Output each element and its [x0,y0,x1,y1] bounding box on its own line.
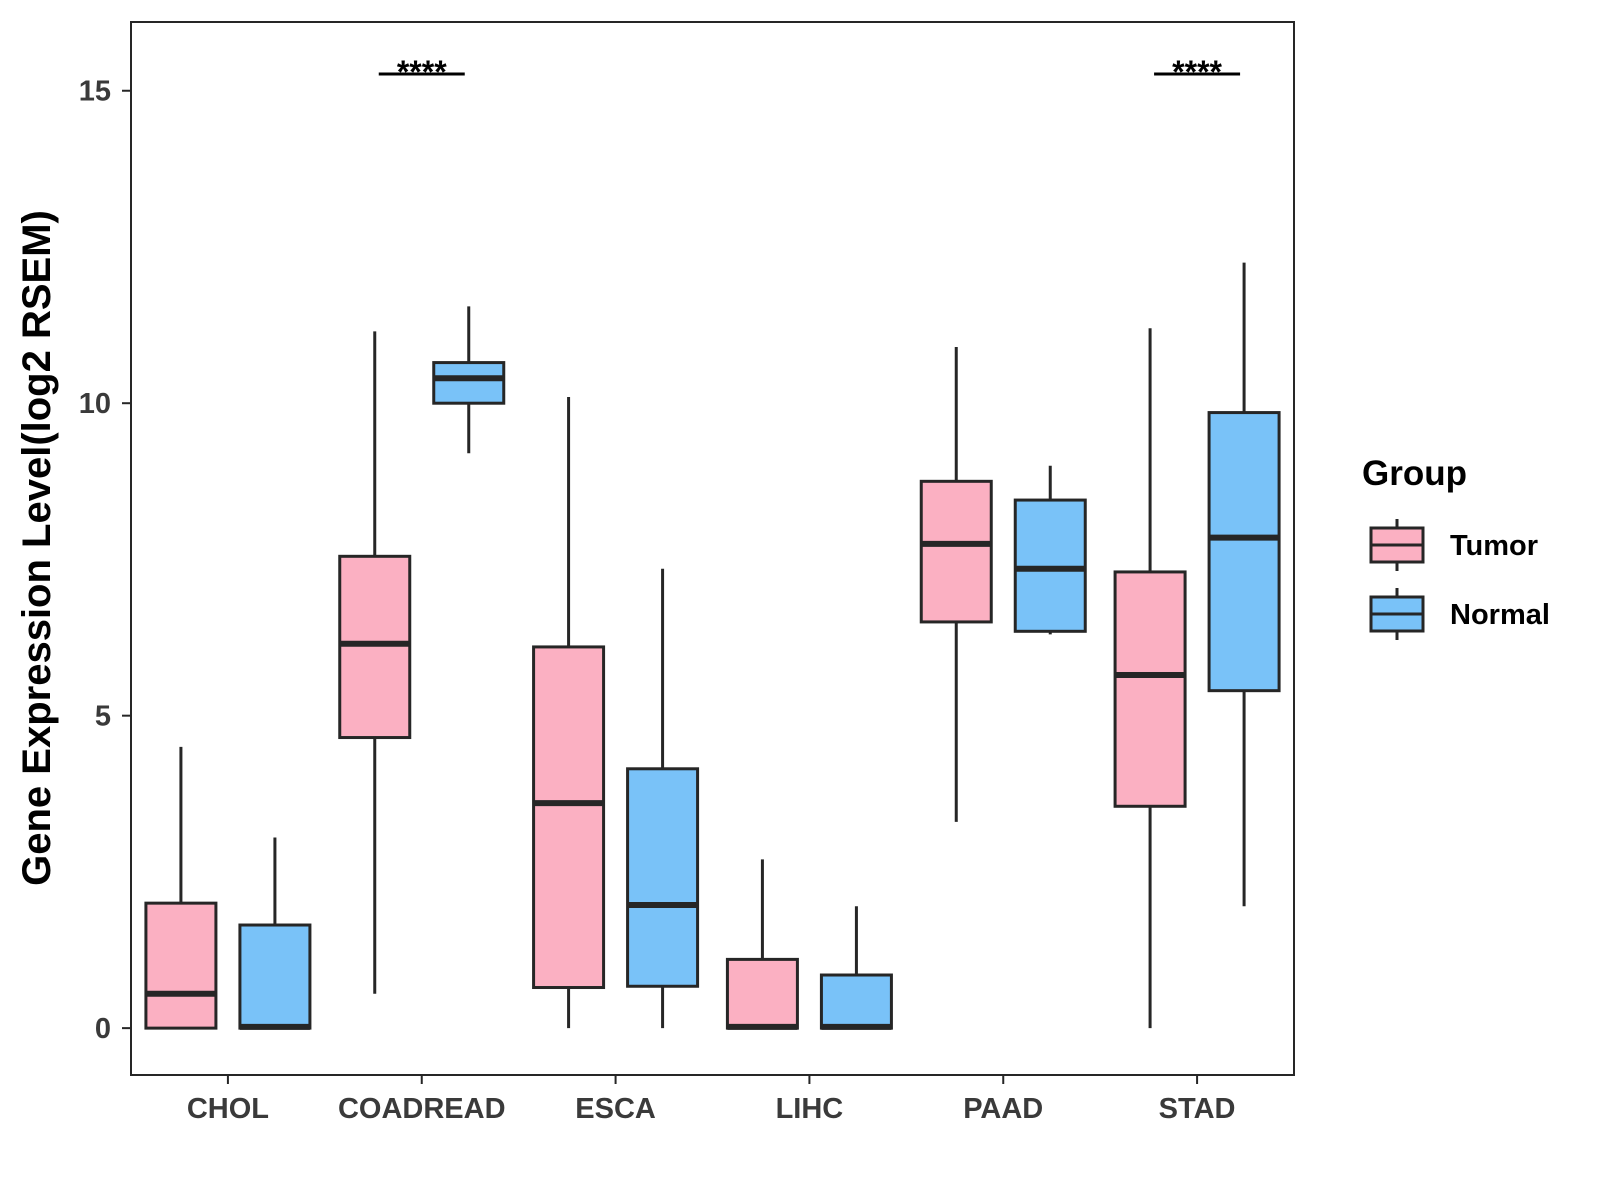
box-tumor-paad [919,346,993,822]
y-axis: 0 5 10 15 [79,76,131,1045]
box-body [919,479,993,624]
x-tick-label-coadread: COADREAD [338,1093,506,1125]
legend-item-tumor: Tumor [1369,519,1538,571]
box-tumor-lihc [725,859,799,1030]
box-body [626,767,700,988]
x-tick-label-esca: ESCA [575,1093,656,1125]
box-normal-chol [238,837,312,1030]
legend-label-tumor: Tumor [1450,530,1538,562]
box-normal-paad [1013,465,1087,635]
box-tumor-chol [144,746,218,1030]
y-tick-label: 15 [79,76,111,108]
x-tick-label-paad: PAAD [963,1093,1043,1125]
box-group [144,262,1281,1030]
legend-label-normal: Normal [1450,599,1550,631]
box-body [432,361,506,405]
legend-item-normal: Normal [1369,588,1550,640]
box-body [1013,498,1087,633]
box-body [338,554,412,740]
x-axis: CHOL COADREAD ESCA LIHC PAAD STAD [187,1075,1236,1125]
legend: Group Tumor Normal [1362,454,1550,640]
legend-items: Tumor Normal [1369,519,1550,640]
box-tumor-stad [1113,328,1187,1029]
plot-area: **** **** [130,21,1295,1076]
box-body [1207,411,1281,693]
significance-label: **** [397,54,447,90]
box-body [1113,570,1187,808]
box-body [144,901,218,1030]
y-axis-label: Gene Expression Level(log2 RSEM) [15,210,59,886]
box-body [725,957,799,1030]
y-tick-label: 0 [95,1013,111,1045]
significance-annotations: **** **** [378,54,1241,90]
significance-label: **** [1172,54,1222,90]
y-tick-label: 10 [79,388,111,420]
x-tick-label-lihc: LIHC [776,1093,844,1125]
plot-panel-border [130,21,1295,1076]
box-body [532,645,606,990]
box-body [819,973,893,1030]
box-tumor-coadread [338,331,412,994]
x-tick-label-chol: CHOL [187,1093,269,1125]
legend-title: Group [1362,454,1467,493]
box-normal-stad [1207,262,1281,907]
x-tick-label-stad: STAD [1159,1093,1236,1125]
box-normal-lihc [819,906,893,1030]
box-tumor-esca [532,396,606,1029]
y-tick-label: 5 [95,701,111,733]
box-normal-coadread [432,306,506,454]
box-normal-esca [626,568,700,1029]
box-body [238,923,312,1030]
